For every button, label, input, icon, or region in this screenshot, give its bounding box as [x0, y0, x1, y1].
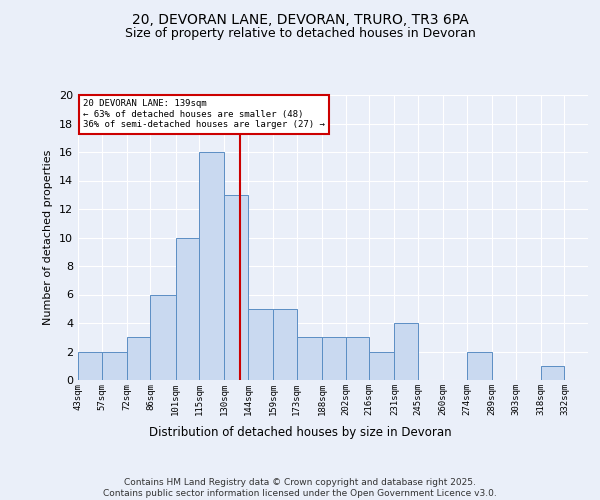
Bar: [273, 308, 297, 380]
Text: 20 DEVORAN LANE: 139sqm
← 63% of detached houses are smaller (48)
36% of semi-de: 20 DEVORAN LANE: 139sqm ← 63% of detache…: [83, 100, 325, 129]
Bar: [176, 238, 199, 380]
Bar: [467, 352, 492, 380]
Text: Distribution of detached houses by size in Devoran: Distribution of detached houses by size …: [149, 426, 451, 439]
Bar: [199, 152, 224, 380]
Bar: [101, 352, 127, 380]
Bar: [369, 352, 394, 380]
Text: Size of property relative to detached houses in Devoran: Size of property relative to detached ho…: [125, 28, 475, 40]
Bar: [151, 294, 176, 380]
Y-axis label: Number of detached properties: Number of detached properties: [43, 150, 53, 325]
Bar: [224, 194, 248, 380]
Text: Contains HM Land Registry data © Crown copyright and database right 2025.
Contai: Contains HM Land Registry data © Crown c…: [103, 478, 497, 498]
Bar: [322, 337, 346, 380]
Bar: [297, 337, 322, 380]
Bar: [78, 352, 101, 380]
Bar: [248, 308, 273, 380]
Bar: [127, 337, 151, 380]
Bar: [541, 366, 565, 380]
Text: 20, DEVORAN LANE, DEVORAN, TRURO, TR3 6PA: 20, DEVORAN LANE, DEVORAN, TRURO, TR3 6P…: [131, 12, 469, 26]
Bar: [394, 323, 418, 380]
Bar: [346, 337, 369, 380]
